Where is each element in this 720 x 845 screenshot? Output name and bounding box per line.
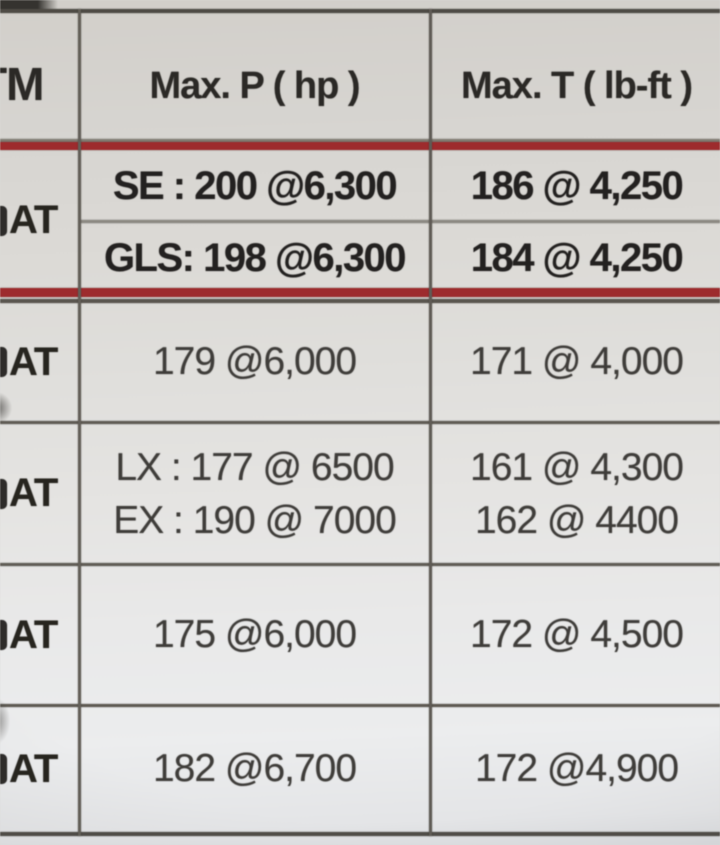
- clipped-digit-fragment: [0, 347, 7, 377]
- row-1-power-line-2: GLS: 198 @6,300: [103, 235, 407, 280]
- row-3-power-line-2: EX : 190 @ 7000: [113, 499, 397, 542]
- table-row-2-tm-cell: AT: [0, 303, 78, 421]
- row-3-power-line-1: LX : 177 @ 6500: [115, 445, 394, 489]
- tm-label: AT: [9, 746, 58, 791]
- header-cell-tm: TM: [0, 13, 78, 140]
- table-row-1-tm-cell: AT: [0, 153, 78, 288]
- header-cell-max-torque: Max. T ( lb-ft ): [461, 65, 693, 107]
- row-4-torque: 172 @ 4,500: [470, 613, 684, 656]
- row-3-torque-line-2: 162 @ 4400: [474, 499, 679, 542]
- row-3-bottom-rule: [0, 563, 720, 566]
- tm-label: AT: [9, 339, 58, 384]
- red-separator-header: [0, 142, 720, 150]
- tm-label: AT: [9, 612, 58, 657]
- header-bottom-rule: [0, 139, 720, 142]
- header-tm-label: TM: [0, 57, 44, 110]
- row-1-bottom-rule: [0, 299, 720, 303]
- tm-label: AT: [9, 198, 58, 242]
- clipped-digit-fragment: [0, 205, 7, 236]
- row-4-bottom-rule: [0, 704, 720, 707]
- header-cell-max-power: Max. P ( hp ): [149, 65, 360, 107]
- clipped-digit-fragment: [0, 754, 7, 784]
- photo-edge-shadow: [0, 0, 58, 9]
- table-top-border: [0, 9, 720, 13]
- table-bottom-border: [0, 832, 720, 836]
- row-2-torque: 171 @ 4,000: [470, 340, 684, 383]
- row-1-power-line-1: SE : 200 @6,300: [112, 163, 398, 208]
- table-row-3-tm-cell: AT: [0, 424, 78, 563]
- column-border-tm-power: [78, 9, 81, 836]
- row-2-bottom-rule: [0, 421, 720, 424]
- row-4-power: 175 @6,000: [152, 613, 357, 656]
- row-1-internal-divider: [80, 220, 720, 223]
- tm-label: AT: [9, 471, 58, 515]
- clipped-digit-fragment: [0, 478, 7, 509]
- clipped-digit-fragment: [0, 620, 7, 650]
- row-5-torque: 172 @4,900: [474, 747, 679, 790]
- row-5-power: 182 @6,700: [152, 747, 357, 790]
- table-row-5-tm-cell: AT: [0, 707, 78, 831]
- column-border-power-torque: [429, 9, 432, 836]
- row-2-power: 179 @6,000: [152, 340, 357, 383]
- table-row-4-tm-cell: AT: [0, 566, 78, 704]
- row-3-torque-line-1: 161 @ 4,300: [470, 445, 684, 489]
- row-1-torque-line-1: 186 @ 4,250: [470, 163, 684, 208]
- red-separator-row-1: [0, 288, 720, 297]
- row-1-torque-line-2: 184 @ 4,250: [470, 235, 684, 280]
